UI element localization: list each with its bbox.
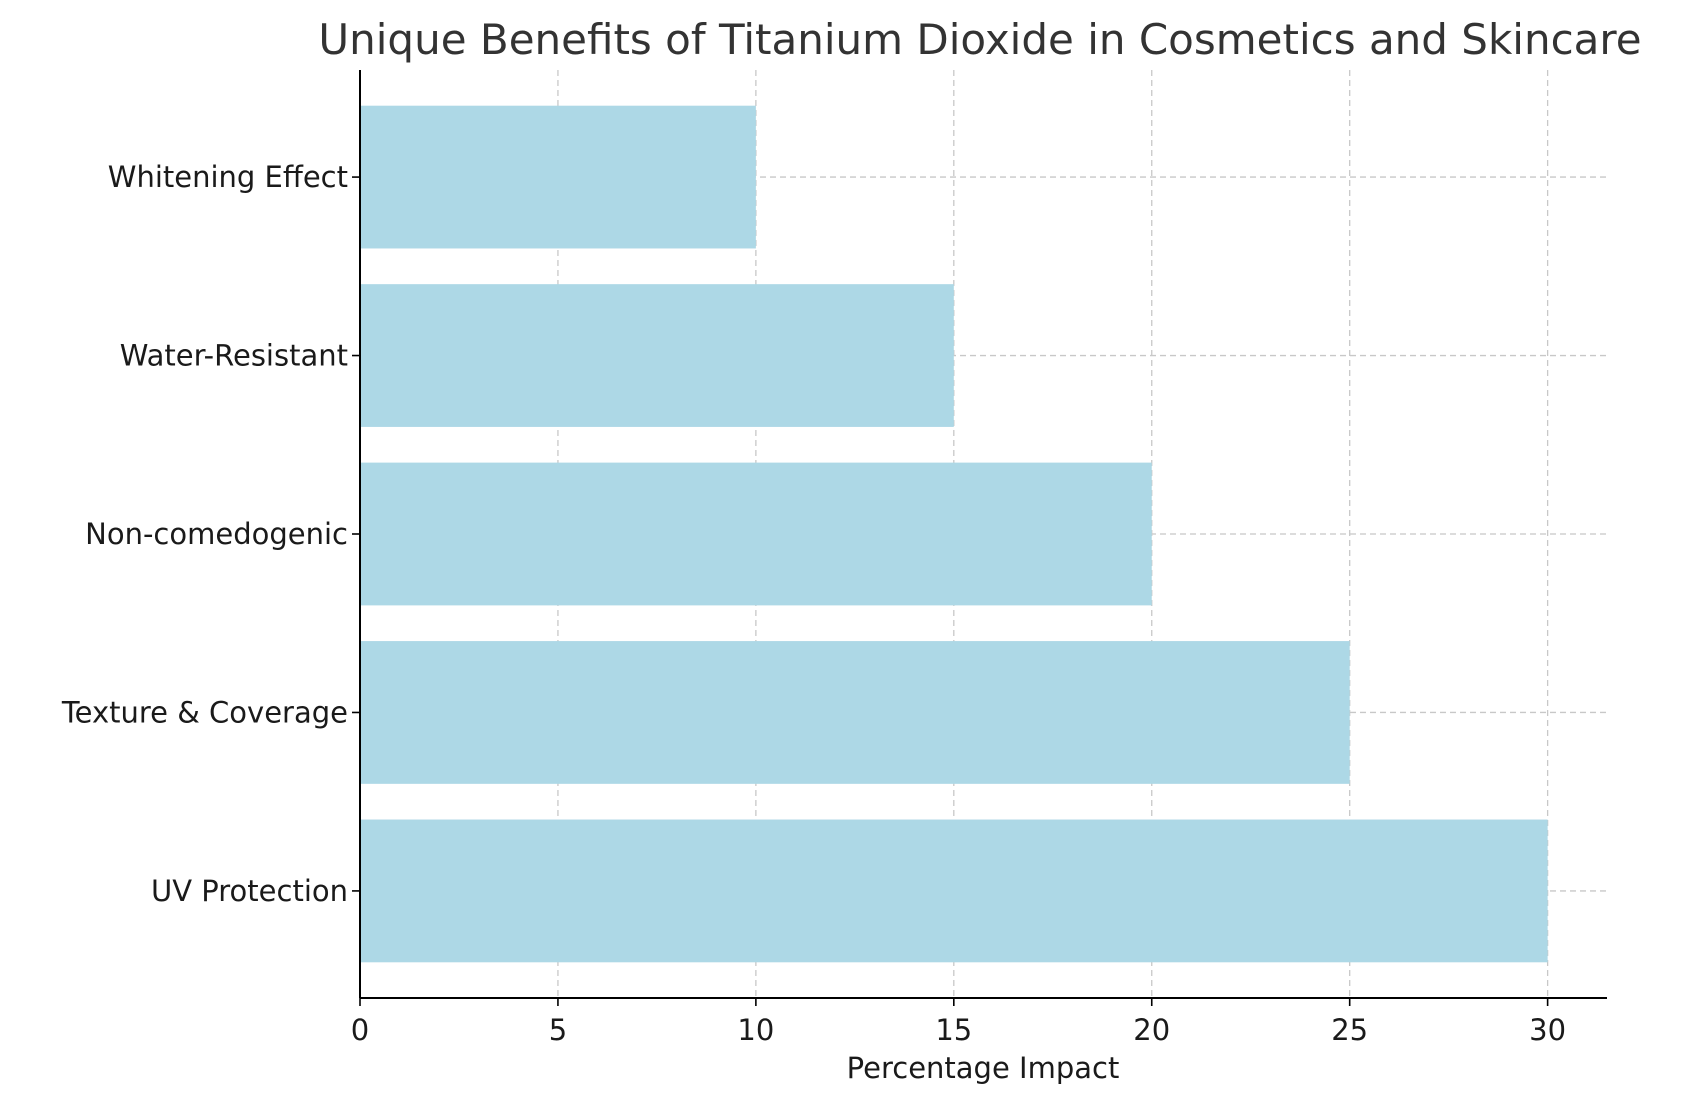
x-tick-label: 15 [935,1013,972,1047]
y-ticks: UV Protection Texture & Coverage Non-comed… [61,160,360,908]
y-tick-label: UV Protection [151,874,348,908]
x-ticks: 0 5 10 15 20 25 30 [351,998,1566,1047]
bar [360,105,756,249]
x-tick-label: 30 [1529,1013,1566,1047]
x-tick-label: 0 [351,1013,369,1047]
x-tick-label: 10 [737,1013,774,1047]
x-tick-label: 20 [1133,1013,1170,1047]
bar [360,462,1152,606]
y-tick-label: Non-comedogenic [85,517,348,551]
x-tick-label: 5 [549,1013,567,1047]
y-tick-label: Texture & Coverage [61,695,348,729]
bar [360,284,954,427]
y-tick-label: Water-Resistant [120,339,348,373]
chart-title: Unique Benefits of Titanium Dioxide in C… [318,15,1641,64]
bar [360,641,1350,784]
bar [360,819,1548,963]
x-axis-label: Percentage Impact [847,1051,1120,1085]
y-tick-label: Whitening Effect [108,160,348,194]
x-tick-label: 25 [1331,1013,1368,1047]
bars [360,105,1548,963]
